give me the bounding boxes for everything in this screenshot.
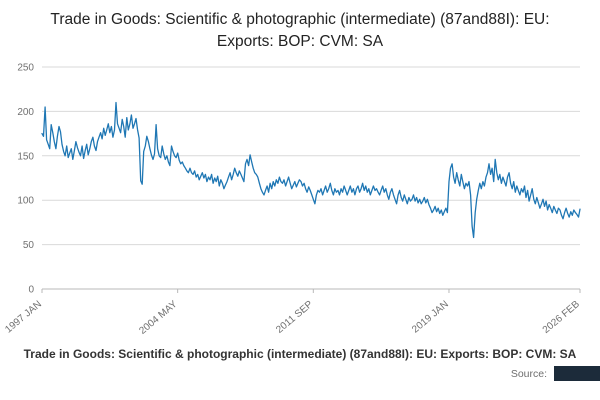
chart-area: 0 50 100 150 200 250 1997 JAN 2004 MAY 2011 SEP 2…: [0, 53, 600, 345]
chart-title: Trade in Goods: Scientific & photographi…: [50, 11, 550, 50]
svg-text:100: 100: [17, 196, 34, 207]
ons-logo: [554, 366, 600, 381]
source-label: Source:: [510, 367, 547, 380]
line-chart: 0 50 100 150 200 250 1997 JAN 2004 MAY 2011 SEP 2…: [3, 63, 582, 337]
svg-text:0: 0: [28, 285, 34, 296]
source-row: Source:: [0, 366, 600, 381]
svg-text:250: 250: [17, 63, 34, 74]
svg-text:2004 MAY: 2004 MAY: [137, 299, 180, 337]
svg-text:200: 200: [17, 107, 34, 118]
footer-caption: Trade in Goods: Scientific & photographi…: [0, 347, 600, 361]
footer-caption-text: Trade in Goods: Scientific & photographi…: [23, 347, 577, 361]
svg-text:2011 SEP: 2011 SEP: [274, 299, 315, 336]
svg-text:2019 JAN: 2019 JAN: [410, 299, 451, 336]
svg-text:1997 JAN: 1997 JAN: [3, 299, 44, 336]
svg-text:50: 50: [23, 240, 35, 251]
svg-text:150: 150: [17, 151, 34, 162]
svg-text:2026 FEB: 2026 FEB: [541, 299, 582, 336]
